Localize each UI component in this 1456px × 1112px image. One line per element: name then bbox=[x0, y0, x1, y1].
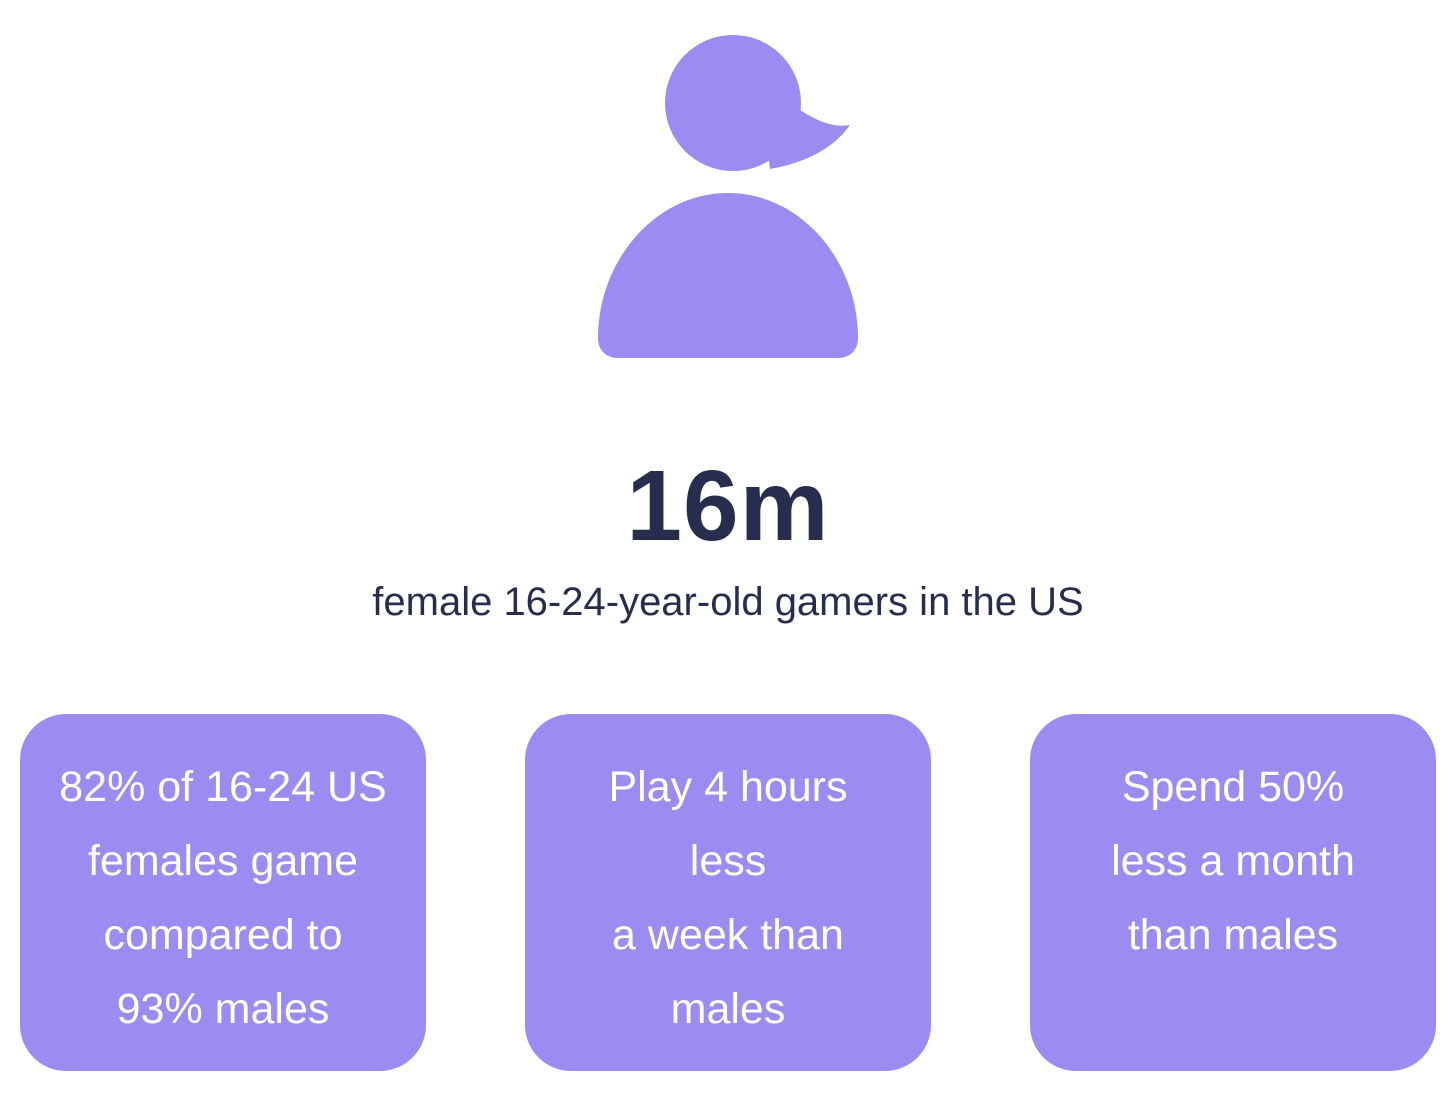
stat-card-participation: 82% of 16-24 US females game compared to… bbox=[20, 714, 426, 1071]
stat-card-text: Play 4 hours less a week than males bbox=[608, 763, 848, 1033]
stat-card-text: 82% of 16-24 US females game compared to… bbox=[59, 763, 387, 1033]
stat-card-playtime: Play 4 hours less a week than males bbox=[525, 714, 931, 1071]
stat-card-text: Spend 50% less a month than males bbox=[1111, 763, 1355, 959]
stat-cards-row: 82% of 16-24 US females game compared to… bbox=[20, 714, 1436, 1071]
stat-card-spending: Spend 50% less a month than males bbox=[1030, 714, 1436, 1071]
female-person-icon bbox=[598, 35, 858, 358]
person-hair-flick bbox=[758, 73, 850, 169]
headline-stat: 16m bbox=[626, 450, 830, 562]
person-body bbox=[598, 193, 858, 358]
headline-caption: female 16-24-year-old gamers in the US bbox=[372, 580, 1084, 624]
